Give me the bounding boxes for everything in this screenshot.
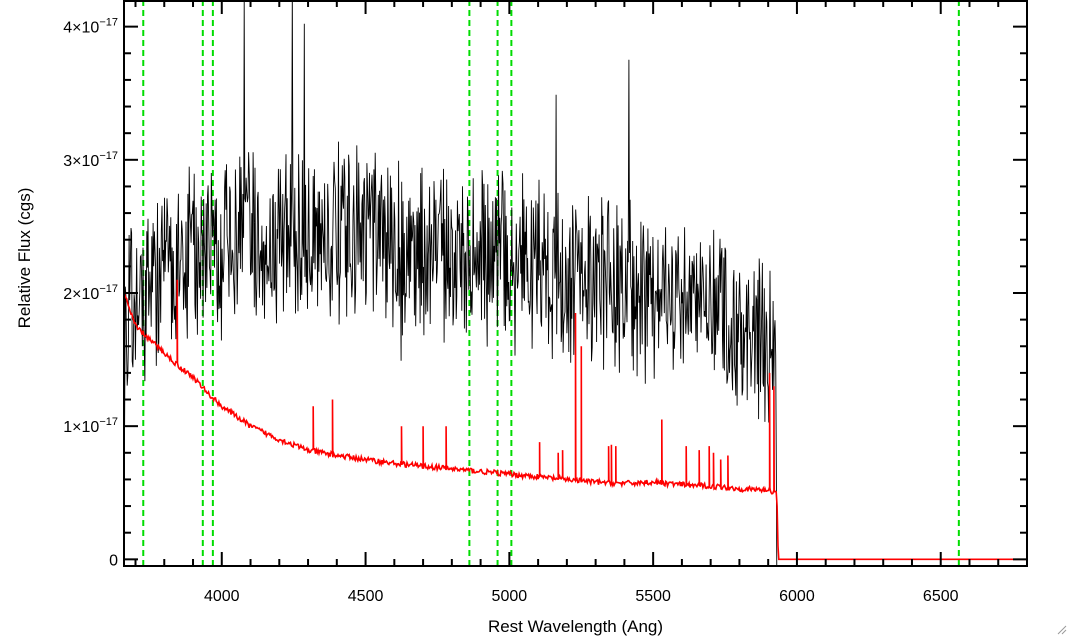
- x-tick-label: 4000: [204, 588, 240, 605]
- y-tick-label: 3×10−17: [63, 150, 118, 170]
- x-tick-label: 5500: [635, 588, 671, 605]
- y-axis-title: Relative Flux (cgs): [15, 188, 34, 329]
- series-layer: [124, 0, 1027, 566]
- x-axis-title: Rest Wavelength (Ang): [488, 617, 663, 636]
- emission-line-markers: [142, 0, 960, 566]
- series-line-0: [124, 0, 778, 566]
- y-tick-label: 4×10−17: [63, 17, 118, 37]
- y-tick-label: 2×10−17: [63, 283, 118, 303]
- series-line-1: [124, 279, 1027, 561]
- x-tick-label: 5000: [492, 588, 528, 605]
- resize-grip-icon[interactable]: [1055, 623, 1067, 635]
- x-tick-label: 6000: [779, 588, 815, 605]
- plot-frame: [123, 0, 1028, 567]
- y-tick-label: 1×10−17: [63, 416, 118, 436]
- x-axis-ticks: 4000 4500 5000 5500 6000 6500: [134, 0, 1028, 605]
- y-tick-label: 0: [109, 552, 118, 569]
- y-axis-ticks: 0 1×10−17 2×10−17 3×10−17 4×10−17: [63, 17, 1027, 569]
- x-tick-label: 4500: [348, 588, 384, 605]
- x-tick-label: 6500: [923, 588, 959, 605]
